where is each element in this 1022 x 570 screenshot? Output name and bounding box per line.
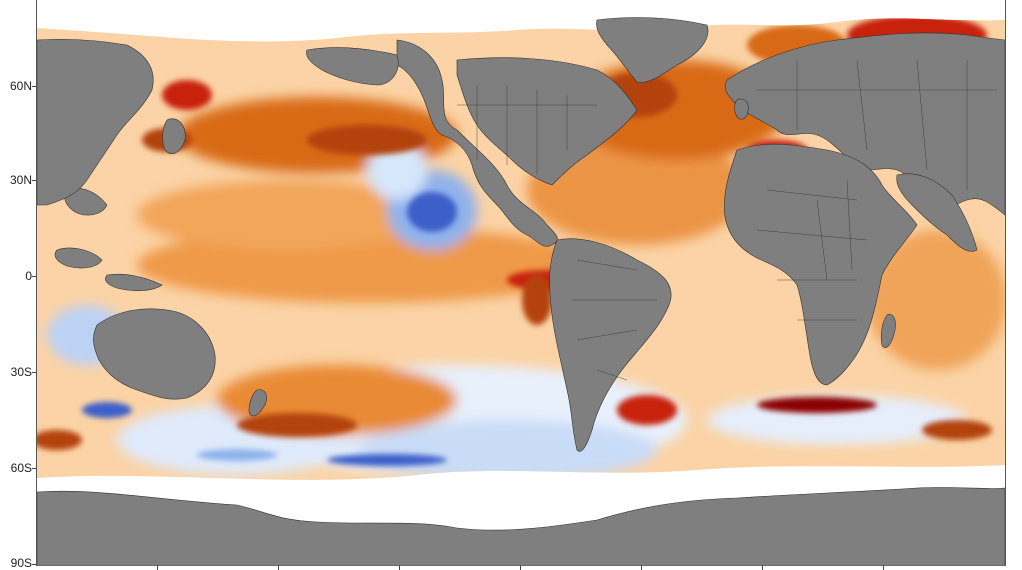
land [37, 17, 1005, 566]
lon-tick [762, 565, 763, 570]
antarctica [37, 487, 1005, 566]
lon-tick [883, 565, 884, 570]
lat-label-60s: 60S [10, 461, 32, 475]
greenland [596, 17, 709, 83]
australia [93, 308, 216, 400]
lat-label-60n: 60N [9, 79, 32, 93]
new-zealand [248, 389, 267, 417]
africa [724, 143, 918, 386]
alaska [306, 47, 399, 86]
british-isles [734, 98, 749, 120]
lon-tick [399, 565, 400, 570]
north-america [396, 39, 638, 247]
lat-tick-90s [32, 564, 36, 565]
south-asia [896, 173, 978, 252]
se-asia-islands [54, 188, 163, 291]
japan [162, 118, 186, 154]
lat-label-30n: 30N [9, 173, 32, 187]
lon-tick [157, 565, 158, 570]
political-borders [457, 59, 997, 381]
lat-label-90s: 90S [10, 556, 32, 570]
lon-tick [278, 565, 279, 570]
lat-label-30s: 30S [10, 365, 32, 379]
lat-label-0: 0 [25, 269, 32, 283]
south-america [549, 238, 672, 452]
madagascar [880, 313, 896, 349]
lat-tick-60s [32, 468, 36, 469]
sst-anomaly-map [36, 0, 1006, 566]
sea-ice-north [37, 0, 1005, 42]
lon-tick [641, 565, 642, 570]
lon-tick [520, 565, 521, 570]
lat-tick-60n [32, 86, 36, 87]
lat-tick-30s [32, 372, 36, 373]
east-asia-west-edge [37, 38, 154, 206]
lat-tick-0 [32, 276, 36, 277]
lat-tick-30n [32, 180, 36, 181]
